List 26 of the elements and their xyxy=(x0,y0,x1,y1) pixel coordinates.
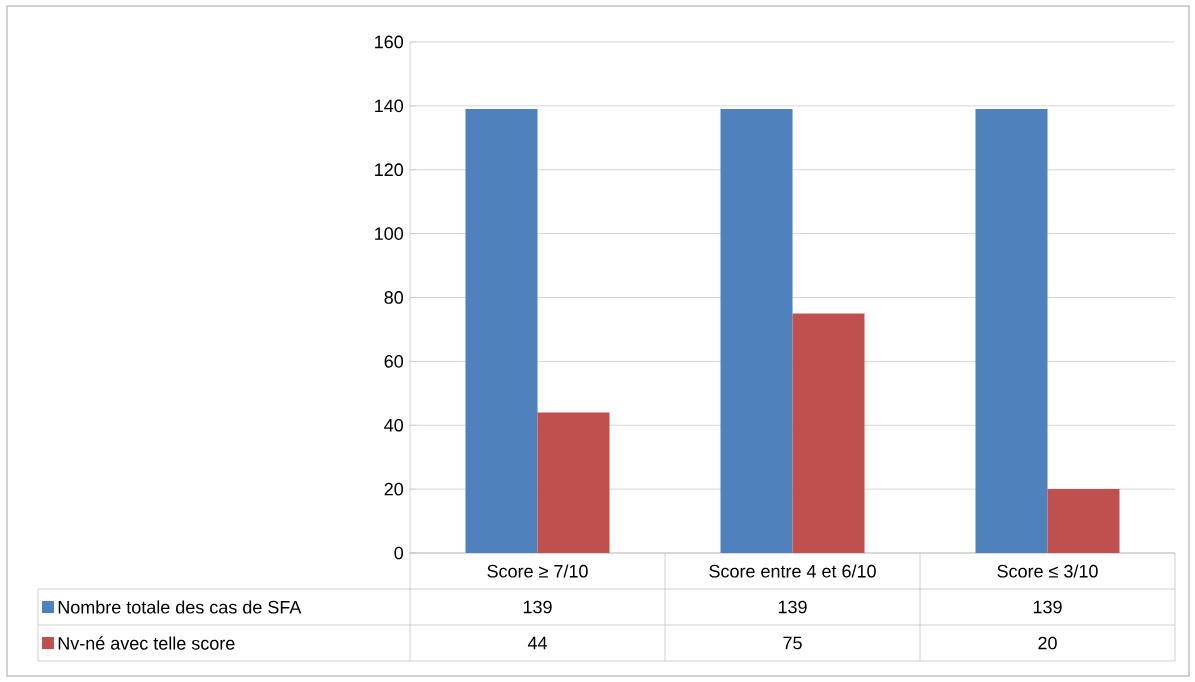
bar xyxy=(792,313,865,553)
y-tick-label: 140 xyxy=(375,99,404,113)
data-label: 139 xyxy=(778,600,807,614)
y-tick-label: 160 xyxy=(375,35,404,49)
x-tick-label: Score entre 4 et 6/10 xyxy=(709,564,876,578)
data-label: 44 xyxy=(527,636,547,650)
legend-label: Nv-né avec telle score xyxy=(58,636,235,650)
y-tick-label: 20 xyxy=(384,482,404,496)
y-tick-label: 120 xyxy=(375,163,404,177)
bar xyxy=(537,412,610,553)
bar xyxy=(465,109,538,553)
y-tick-label: 100 xyxy=(375,227,404,240)
data-label: 75 xyxy=(783,636,802,650)
x-tick-label: Score ≥ 7/10 xyxy=(487,564,588,578)
legend-label: Nombre totale des cas de SFA xyxy=(58,600,302,614)
bar xyxy=(1047,489,1120,553)
y-tick-label: 0 xyxy=(394,546,404,560)
y-tick-label: 40 xyxy=(384,418,404,432)
bar xyxy=(720,109,793,553)
data-label: 20 xyxy=(1038,636,1057,650)
y-tick-label: 60 xyxy=(384,355,404,368)
y-tick-label: 80 xyxy=(384,291,404,304)
x-tick-label: Score ≤ 3/10 xyxy=(997,564,1098,578)
bar xyxy=(975,109,1048,553)
data-label: 139 xyxy=(523,600,552,614)
data-label: 139 xyxy=(1033,600,1062,614)
